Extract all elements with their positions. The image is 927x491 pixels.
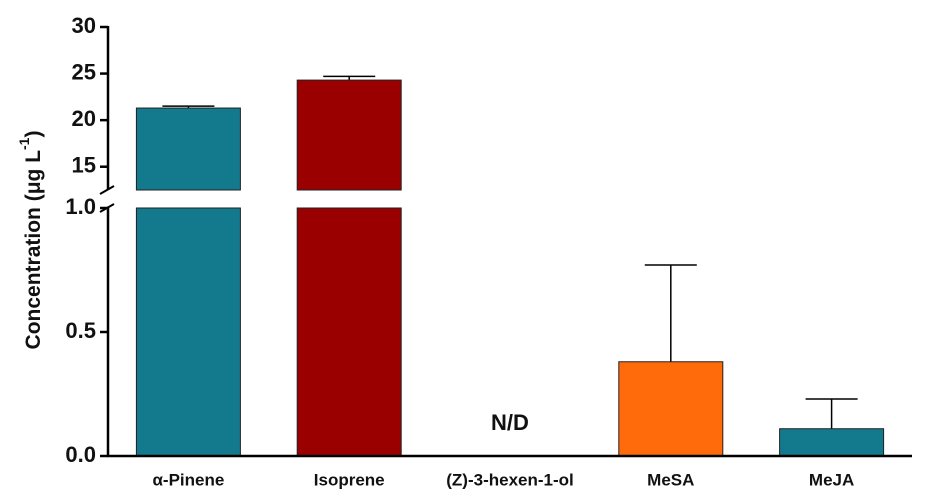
axis-break	[99, 185, 115, 195]
y-label-sup: -1	[16, 137, 32, 150]
x-tick-label: MeSA	[647, 470, 694, 489]
x-tick-label: (Z)-3-hexen-1-ol	[446, 470, 574, 489]
annotation: N/D	[491, 410, 529, 435]
bar	[779, 428, 885, 457]
y-label-end: )	[22, 131, 45, 138]
bar	[618, 361, 724, 457]
bar	[296, 207, 402, 457]
y-label-text: Concentration (μg L	[22, 150, 45, 350]
x-tick-label: Isoprene	[314, 470, 385, 489]
y-tick-label: 25	[72, 59, 96, 84]
y-tick-label: 0.0	[65, 442, 96, 467]
y-axis-label: Concentration (μg L-1)	[16, 131, 45, 350]
x-tick-label: α-Pinene	[152, 470, 224, 489]
bar	[135, 207, 241, 457]
y-tick-label: 0.5	[65, 318, 96, 343]
y-tick-label: 15	[72, 153, 96, 178]
bar	[296, 79, 402, 191]
y-tick-label: 20	[72, 106, 96, 131]
x-tick-label: MeJA	[809, 470, 854, 489]
bar	[135, 107, 241, 191]
y-tick-label: 1.0	[65, 194, 96, 219]
y-tick-label: 30	[72, 13, 96, 38]
